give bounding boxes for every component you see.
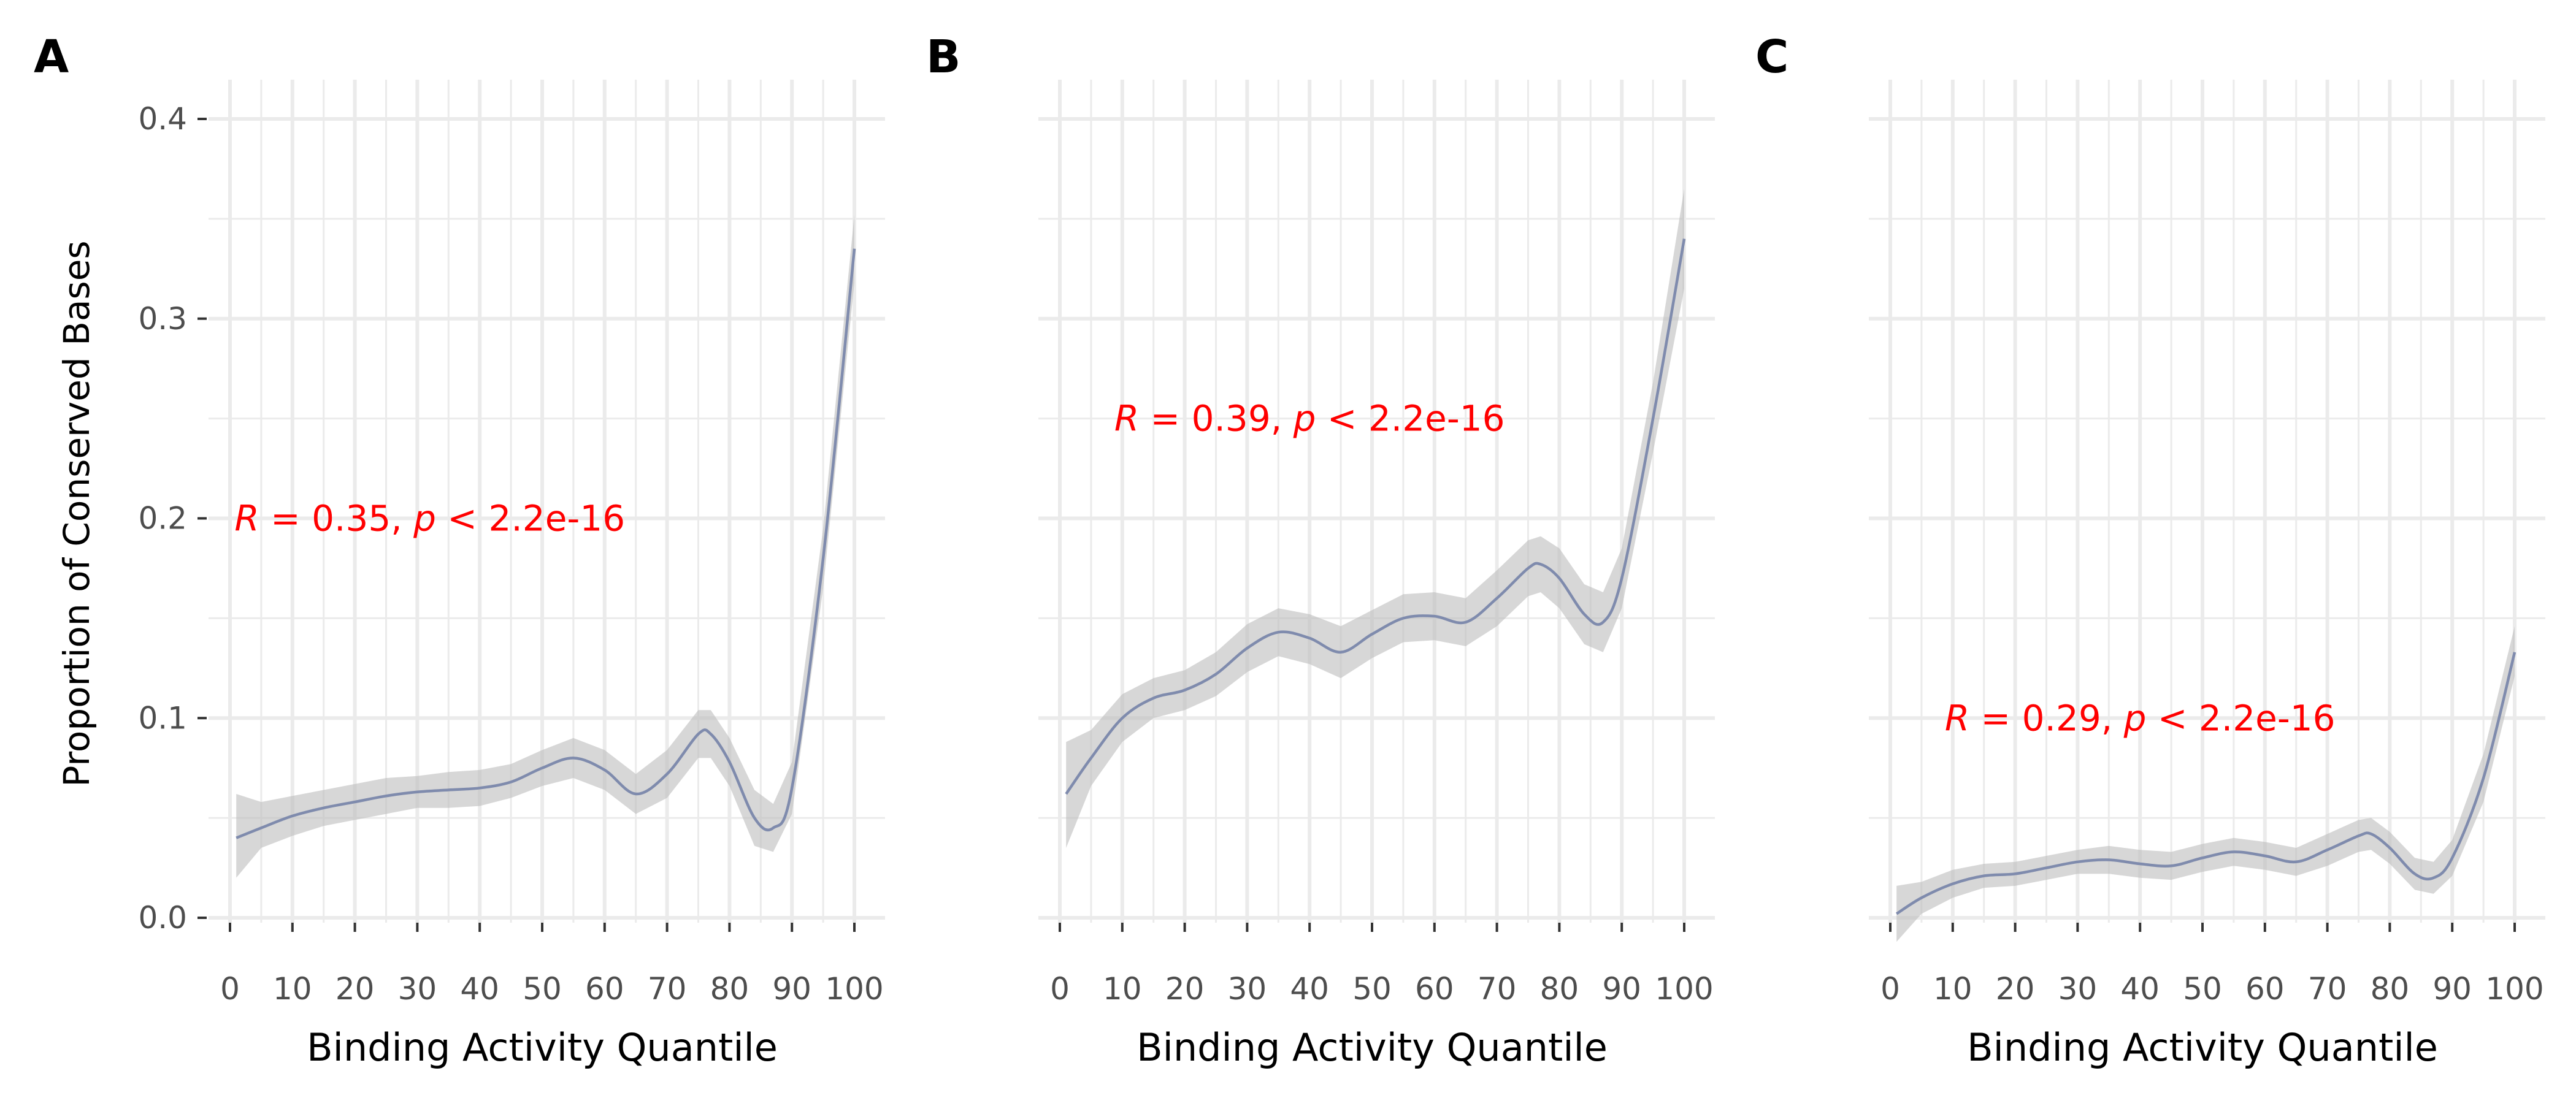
x-tick-label: 0 <box>1880 971 1900 1007</box>
series-line <box>1895 652 2517 915</box>
x-tick-label: 60 <box>585 971 624 1007</box>
grid <box>1038 80 1715 923</box>
x-tick-label: 100 <box>1655 971 1713 1007</box>
x-tick-label: 30 <box>398 971 437 1007</box>
correlation-annotation: R = 0.35, p < 2.2e-16 <box>234 498 625 540</box>
x-tick-label: 90 <box>1602 971 1641 1007</box>
x-tick-label: 40 <box>1290 971 1329 1007</box>
x-tick-label: 40 <box>2120 971 2160 1007</box>
x-tick-label: 70 <box>1478 971 1517 1007</box>
correlation-annotation: R = 0.29, p < 2.2e-16 <box>1945 697 2336 739</box>
x-tick-label: 0 <box>1050 971 1070 1007</box>
x-tick-label: 80 <box>710 971 749 1007</box>
y-tick-label: 0.1 <box>138 700 187 736</box>
x-tick-label: 30 <box>1228 971 1267 1007</box>
x-tick-label: 100 <box>825 971 883 1007</box>
panel-b: 0 10 20 30 40 50 60 70 80 90 100 Binding Activity Q… <box>926 31 1715 1070</box>
x-tick-label: 50 <box>523 971 562 1007</box>
x-tick-label: 60 <box>1415 971 1454 1007</box>
x-tick-label: 70 <box>648 971 687 1007</box>
panel-label: B <box>926 31 960 83</box>
x-tick-label: 80 <box>1540 971 1579 1007</box>
x-tick-label: 20 <box>335 971 375 1007</box>
x-tick-label: 0 <box>220 971 240 1007</box>
grid <box>1869 80 2545 923</box>
correlation-annotation: R = 0.39, p < 2.2e-16 <box>1114 398 1505 440</box>
x-axis-title: Binding Activity Quantile <box>1137 1025 1608 1070</box>
x-tick-label: 90 <box>772 971 811 1007</box>
y-axis-title: Proportion of Conserved Bases <box>56 240 98 787</box>
x-tick-label: 20 <box>1996 971 2035 1007</box>
y-tick-label: 0.4 <box>138 101 187 137</box>
x-tick-label: 90 <box>2432 971 2472 1007</box>
x-tick-label: 50 <box>1352 971 1392 1007</box>
confidence-ribbon <box>1896 626 2515 942</box>
panel-label: C <box>1755 31 1788 83</box>
y-tick-label: 0.0 <box>138 900 187 936</box>
panel-a: 0 10 20 30 40 50 60 70 80 90 100 0.0 0.1 0.2 0.3 0.4 Bin… <box>34 31 885 1070</box>
series-line <box>1065 238 1686 795</box>
x-tick-label: 10 <box>273 971 312 1007</box>
x-tick-label: 60 <box>2245 971 2285 1007</box>
x-tick-label: 80 <box>2371 971 2410 1007</box>
panel-c: 0 10 20 30 40 50 60 70 80 90 100 Binding Activity Q… <box>1755 31 2545 1070</box>
x-tick-label: 40 <box>460 971 499 1007</box>
x-tick-label: 10 <box>1933 971 1972 1007</box>
confidence-ribbon <box>1066 189 1684 848</box>
x-tick-label: 50 <box>2183 971 2222 1007</box>
x-tick-label: 10 <box>1103 971 1142 1007</box>
confidence-ribbon <box>236 215 854 878</box>
x-tick-label: 100 <box>2485 971 2543 1007</box>
x-tick-label: 20 <box>1165 971 1205 1007</box>
x-tick-label: 70 <box>2308 971 2347 1007</box>
x-axis-title: Binding Activity Quantile <box>307 1025 778 1070</box>
panel-label: A <box>34 31 69 83</box>
y-tick-label: 0.3 <box>138 301 187 337</box>
x-axis-title: Binding Activity Quantile <box>1967 1025 2438 1070</box>
y-tick-label: 0.2 <box>138 501 187 536</box>
panels: 0 10 20 30 40 50 60 70 80 90 1000.00.10.20.30.4Bin… <box>34 31 2545 1070</box>
series-line <box>236 248 856 839</box>
x-tick-label: 30 <box>2058 971 2098 1007</box>
